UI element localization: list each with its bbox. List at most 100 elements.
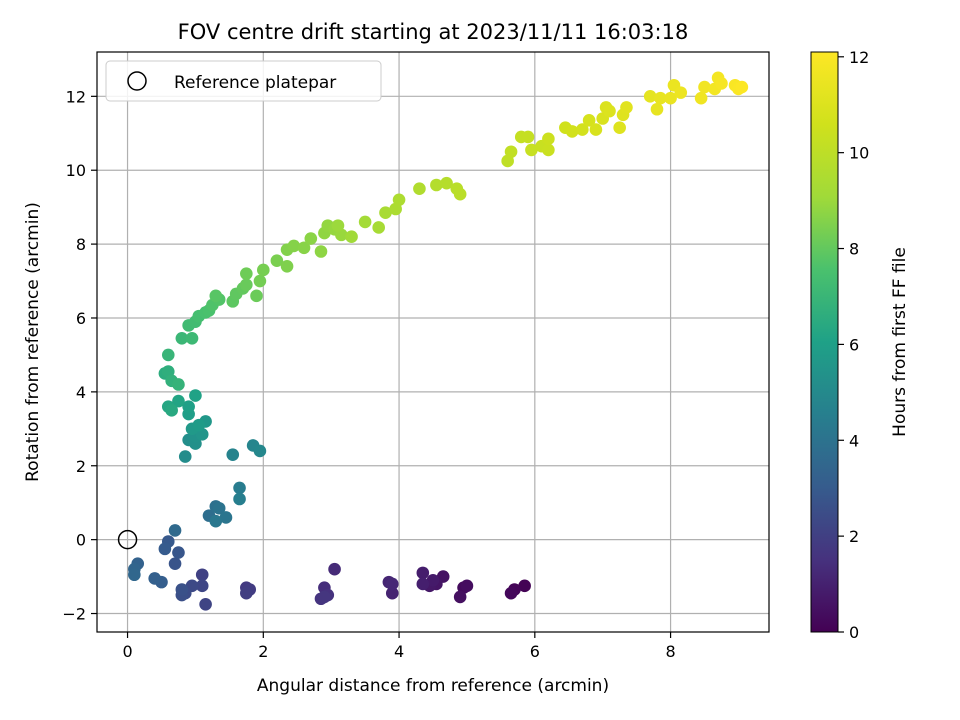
data-point	[304, 232, 318, 245]
data-point	[385, 577, 399, 591]
data-point	[270, 254, 284, 268]
data-point	[209, 289, 223, 303]
legend-reference-marker	[127, 71, 147, 91]
data-point	[172, 546, 185, 559]
data-point	[694, 91, 708, 105]
axis-ticks: 0 2 4 6 8 −2 0 2 4 6 8 10 12	[62, 87, 675, 661]
data-point	[416, 566, 430, 580]
data-point	[715, 77, 728, 90]
data-point	[613, 121, 626, 135]
x-tick-label: 0	[122, 642, 132, 661]
data-point	[413, 182, 426, 195]
data-point	[358, 215, 372, 229]
x-axis-label: Angular distance from reference (arcmin)	[257, 676, 609, 696]
data-point	[165, 404, 178, 417]
data-point	[128, 568, 141, 582]
data-point	[314, 245, 328, 258]
data-point	[158, 542, 172, 556]
data-point	[161, 348, 175, 362]
data-point	[521, 130, 535, 144]
data-point	[542, 132, 555, 146]
data-point	[589, 123, 603, 136]
y-tick-label: 8	[76, 235, 86, 254]
plot-frame	[96, 51, 770, 633]
data-point	[460, 579, 474, 593]
x-tick-label: 2	[258, 642, 268, 661]
data-point	[654, 91, 667, 105]
y-tick-label: 6	[76, 309, 86, 328]
colorbar-tick-label: 10	[849, 144, 869, 163]
data-point	[565, 125, 579, 138]
colorbar	[810, 51, 839, 633]
legend-entry-reference-platepar: Reference platepar	[174, 73, 336, 93]
colorbar-tick-label: 4	[849, 431, 859, 450]
legend: Reference platepar	[105, 60, 382, 102]
data-point	[172, 394, 185, 408]
data-point	[620, 101, 633, 114]
data-point	[240, 278, 253, 292]
data-point	[392, 193, 406, 207]
data-point	[297, 241, 311, 255]
data-point	[287, 239, 301, 253]
colorbar-tick-label: 12	[849, 48, 869, 67]
chart-title: FOV centre drift starting at 2023/11/11 …	[178, 20, 689, 44]
data-point	[226, 448, 240, 461]
colorbar-tick-label: 0	[849, 623, 859, 642]
colorbar-tick-label: 2	[849, 527, 859, 546]
data-point	[257, 263, 270, 277]
data-points	[128, 71, 749, 611]
colorbar-tick-label: 8	[849, 240, 859, 259]
reference-platepar-marker	[117, 529, 138, 550]
data-point	[233, 481, 246, 495]
data-point	[250, 289, 263, 303]
data-point	[416, 577, 430, 591]
data-point	[253, 274, 267, 288]
y-tick-label: 4	[76, 383, 86, 402]
x-tick-label: 4	[394, 642, 404, 661]
data-point	[212, 501, 226, 515]
data-point	[576, 123, 589, 136]
data-point	[453, 590, 467, 604]
data-point	[542, 143, 555, 157]
data-point	[372, 221, 385, 234]
data-point	[175, 583, 189, 596]
data-point	[175, 332, 189, 345]
data-point	[195, 579, 209, 593]
colorbar-ticks: 0 2 4 6 8 10 12	[838, 48, 869, 642]
data-point	[453, 187, 467, 201]
data-point	[199, 597, 212, 611]
data-point	[674, 86, 688, 99]
data-point	[178, 450, 192, 463]
data-point	[331, 219, 345, 232]
data-point	[518, 579, 531, 593]
legend-box	[105, 60, 382, 102]
data-point	[182, 400, 195, 413]
data-point	[385, 586, 399, 600]
data-point	[192, 418, 206, 432]
y-tick-label: −2	[62, 605, 86, 624]
data-point	[280, 259, 294, 273]
data-point	[318, 590, 331, 604]
data-point	[440, 176, 453, 190]
data-point	[504, 145, 518, 159]
data-point	[664, 91, 677, 105]
grid-lines	[97, 52, 769, 632]
data-point	[379, 206, 392, 220]
data-point	[233, 492, 246, 506]
data-point	[189, 389, 202, 402]
x-tick-label: 6	[530, 642, 540, 661]
data-point	[735, 80, 749, 94]
data-point	[426, 573, 440, 587]
y-tick-label: 12	[66, 87, 86, 106]
colorbar-label: Hours from first FF file	[890, 247, 910, 437]
data-point	[698, 80, 711, 94]
y-tick-label: 10	[66, 161, 86, 180]
data-point	[603, 104, 616, 118]
data-point	[148, 572, 161, 585]
data-point	[168, 557, 182, 570]
data-point	[195, 568, 209, 582]
data-point	[504, 586, 518, 600]
y-axis-label: Rotation from reference (arcmin)	[23, 202, 43, 482]
data-point	[525, 143, 538, 157]
y-tick-label: 2	[76, 457, 86, 476]
